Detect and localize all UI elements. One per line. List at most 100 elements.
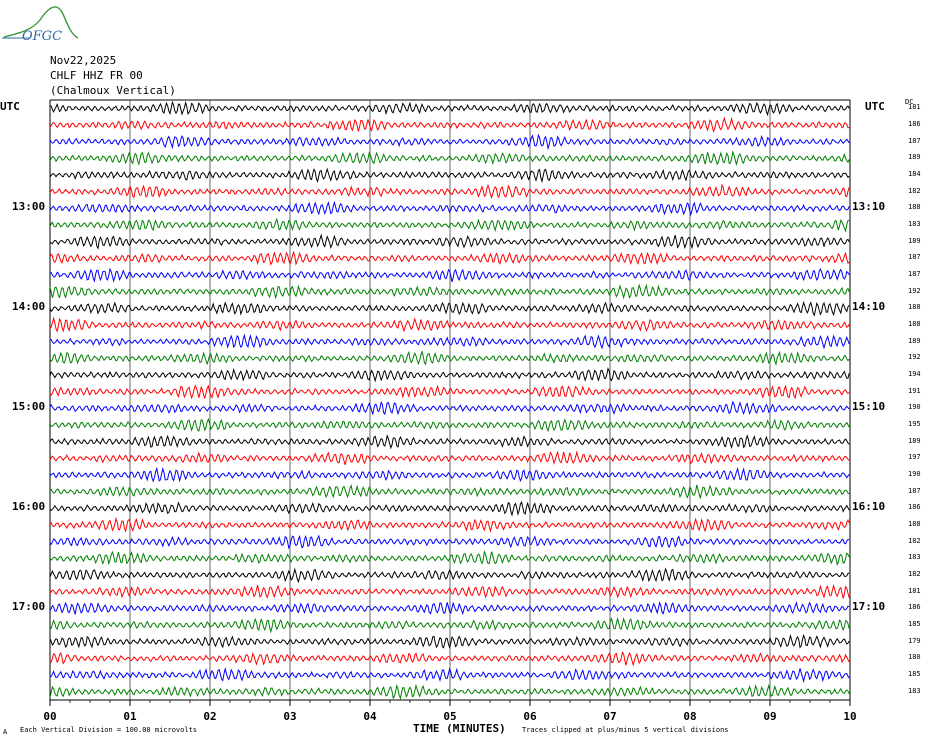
dc-offset-label: 184 (908, 170, 921, 178)
trace-row-15 (49, 333, 850, 350)
dc-offset-label: 187 (908, 486, 921, 495)
dc-offset-label: 192 (908, 353, 921, 362)
trace-row-24 (49, 484, 850, 499)
dc-header: DC (905, 98, 914, 106)
dc-offset-label: 183 (908, 686, 921, 695)
station-label: CHLF HHZ FR 00 (50, 69, 143, 82)
dc-offset-label: 188 (908, 203, 921, 212)
dc-offset-label: 190 (908, 470, 921, 478)
trace-row-22 (49, 450, 850, 466)
x-tick-label: 06 (523, 710, 537, 723)
dc-offset-label: 194 (908, 370, 921, 378)
utc-right-label: UTC (865, 100, 885, 113)
dc-offset-label: 179 (908, 636, 921, 645)
traces (49, 100, 850, 701)
dc-offset-label: 187 (908, 270, 921, 278)
right-time-label: 16:10 (852, 500, 886, 514)
dc-offset-label: 181 (908, 103, 921, 112)
trace-row-1 (50, 100, 850, 117)
x-axis-ticks: 00 01 02 03 04 05 06 07 08 09 10 (43, 700, 857, 723)
trace-row-18 (49, 384, 850, 400)
trace-row-27 (49, 534, 850, 550)
left-time-label: 17:00 (12, 600, 46, 614)
trace-row-33 (49, 633, 850, 650)
trace-row-34 (49, 651, 850, 667)
x-tick-label: 08 (683, 710, 696, 723)
x-tick-label: 01 (123, 710, 137, 723)
date-label: Nov22,2025 (50, 54, 117, 67)
trace-row-36 (49, 683, 850, 701)
trace-row-16 (49, 350, 850, 366)
x-tick-label: 05 (443, 710, 456, 723)
x-tick-label: 10 (843, 710, 856, 723)
dc-offset-label: 183 (908, 553, 921, 562)
dc-offset-label: 180 (908, 653, 921, 662)
right-time-label: 17:10 (852, 600, 886, 614)
logo-curve (3, 6, 79, 39)
dc-offset-label: 190 (908, 403, 921, 412)
dc-offset-label: 189 (908, 236, 921, 245)
trace-row-3 (49, 133, 850, 151)
dc-offset-label: 189 (908, 336, 921, 345)
trace-row-4 (49, 150, 850, 167)
scale-note: Each Vertical Division = 100.00 microvol… (20, 726, 198, 734)
dc-offset-label: 187 (908, 253, 921, 262)
trace-row-25 (49, 500, 850, 517)
clip-note: Traces clipped at plus/minus 5 vertical … (522, 726, 729, 734)
trace-row-30 (49, 583, 850, 599)
x-tick-label: 07 (603, 710, 616, 723)
ofgc-logo: OFGC (2, 6, 79, 44)
dc-offset-label: 186 (908, 503, 921, 512)
x-tick-label: 00 (43, 710, 56, 723)
trace-row-29 (49, 567, 850, 584)
corner-mark: A (3, 728, 8, 736)
right-time-label: 13:10 (852, 200, 886, 214)
dc-offset-label: 182 (908, 570, 921, 578)
dc-offset-label: 188 (908, 320, 921, 328)
left-time-label: 15:00 (12, 400, 46, 414)
trace-row-28 (49, 549, 850, 566)
left-time-label: 14:00 (12, 300, 46, 314)
left-time-label: 16:00 (12, 500, 46, 514)
trace-row-32 (49, 616, 850, 634)
x-tick-label: 03 (283, 710, 296, 723)
dc-offset-label: 195 (908, 420, 921, 428)
dc-offset-label: 197 (908, 453, 921, 462)
x-tick-label: 04 (363, 710, 377, 723)
dc-offset-label: 185 (908, 620, 921, 628)
trace-row-10 (49, 250, 850, 266)
trace-row-5 (49, 167, 850, 184)
trace-row-11 (49, 267, 850, 283)
location-label: (Chalmoux Vertical) (50, 84, 176, 97)
trace-row-7 (49, 200, 850, 217)
trace-row-26 (49, 517, 850, 533)
trace-row-9 (49, 233, 850, 250)
dc-offset-label: 189 (908, 153, 921, 162)
trace-row-20 (49, 417, 850, 433)
trace-row-6 (49, 183, 850, 200)
trace-row-8 (49, 217, 850, 233)
trace-row-19 (49, 400, 850, 416)
trace-row-31 (49, 601, 850, 616)
dc-offset-label: 186 (908, 603, 921, 612)
trace-row-12 (49, 283, 850, 300)
logo-text: OFGC (22, 29, 62, 44)
x-tick-label: 02 (203, 710, 216, 723)
trace-row-35 (49, 666, 850, 684)
dc-offset-label: 183 (908, 220, 921, 228)
trace-row-17 (49, 367, 850, 383)
dc-offset-label: 189 (908, 436, 921, 445)
dc-offset-label: 185 (908, 670, 921, 678)
right-time-label: 15:10 (852, 400, 886, 414)
dc-offset-label: 192 (908, 286, 921, 295)
trace-row-2 (49, 116, 850, 133)
dc-offset-label: 182 (908, 186, 921, 195)
dc-offset-label: 188 (908, 520, 921, 528)
dc-offset-label: 182 (908, 536, 921, 545)
trace-row-23 (49, 466, 850, 483)
dc-offset-label: 191 (908, 386, 921, 395)
dc-offset-label: 181 (908, 586, 921, 595)
dc-offset-label: 187 (908, 136, 921, 145)
dc-offset-label: 188 (908, 303, 921, 312)
